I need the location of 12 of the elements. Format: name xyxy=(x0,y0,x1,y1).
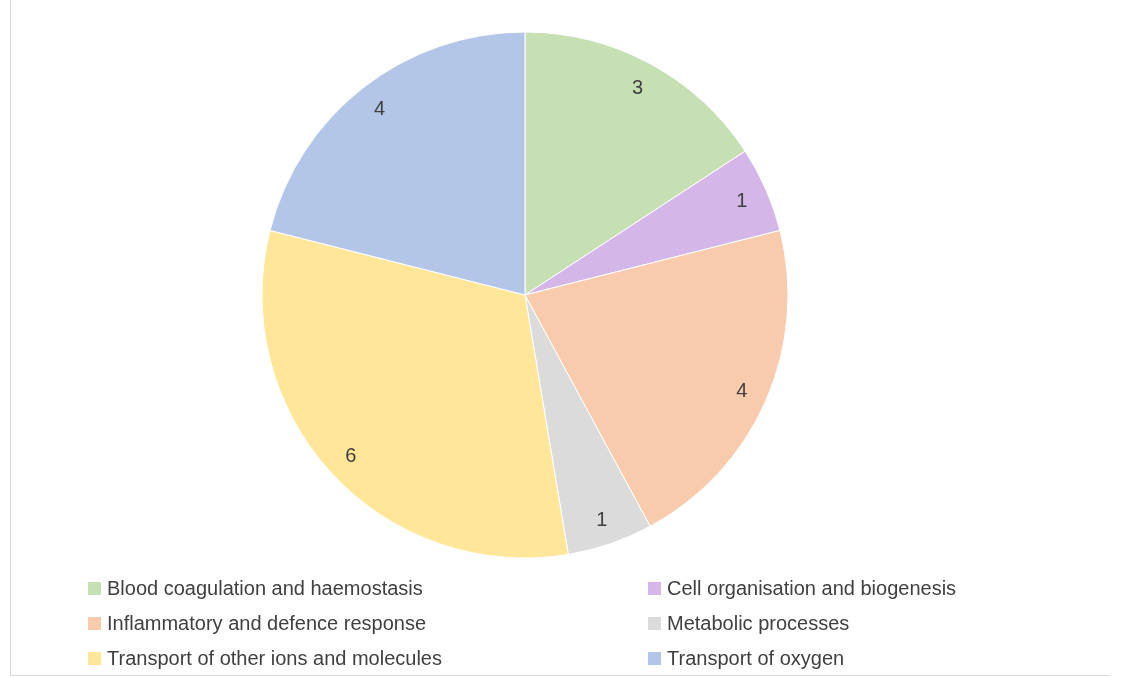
data-label: 1 xyxy=(596,507,608,530)
data-label: 3 xyxy=(632,75,644,98)
legend-label: Transport of other ions and molecules xyxy=(107,646,442,670)
data-label: 1 xyxy=(736,188,748,211)
legend-label: Transport of oxygen xyxy=(667,646,845,670)
legend-label: Cell organisation and biogenesis xyxy=(667,576,957,600)
legend-label: Blood coagulation and haemostasis xyxy=(107,576,423,600)
legend-label: Metabolic processes xyxy=(667,611,850,635)
legend-label: Inflammatory and defence response xyxy=(107,611,427,635)
data-label: 4 xyxy=(374,97,386,120)
data-label: 4 xyxy=(736,379,748,402)
data-label: 6 xyxy=(345,444,357,467)
